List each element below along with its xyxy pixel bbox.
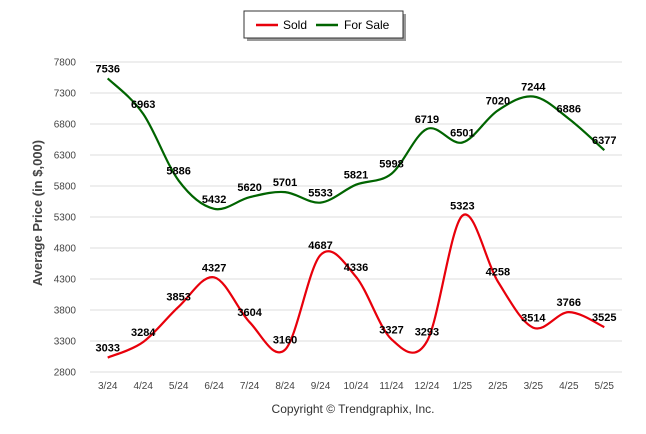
data-label-sold: 3033 bbox=[95, 343, 119, 355]
x-tick-label: 10/24 bbox=[343, 381, 368, 392]
data-label-for-sale: 6719 bbox=[415, 114, 439, 126]
data-label-for-sale: 5886 bbox=[166, 166, 190, 178]
y-tick-label: 7300 bbox=[54, 89, 77, 100]
grid-lines bbox=[90, 61, 622, 373]
data-label-sold: 3293 bbox=[415, 326, 439, 338]
data-label-for-sale: 6963 bbox=[131, 99, 155, 111]
x-tick-label: 3/25 bbox=[524, 381, 544, 392]
series-line-for-sale bbox=[106, 77, 606, 211]
x-tick-label: 6/24 bbox=[204, 381, 224, 392]
y-tick-label: 4300 bbox=[54, 275, 77, 286]
y-tick-label: 6800 bbox=[54, 120, 77, 131]
data-label-for-sale: 5533 bbox=[308, 188, 332, 200]
data-label-for-sale: 6501 bbox=[450, 128, 474, 140]
x-tick-label: 12/24 bbox=[414, 381, 439, 392]
y-tick-label: 5300 bbox=[54, 213, 77, 224]
data-label-sold: 4258 bbox=[486, 267, 510, 279]
data-label-sold: 3284 bbox=[131, 327, 156, 339]
y-tick-label: 6300 bbox=[54, 151, 77, 162]
data-label-for-sale: 7020 bbox=[486, 95, 510, 107]
y-tick-label: 2800 bbox=[54, 368, 77, 379]
data-label-sold: 3853 bbox=[166, 292, 190, 304]
x-tick-label: 5/24 bbox=[169, 381, 189, 392]
data-label-for-sale: 5701 bbox=[273, 177, 297, 189]
x-tick-label: 5/25 bbox=[595, 381, 615, 392]
y-axis-ticks: 2800 3300 3800 4300 4800 5300 5800 6300 6800 7300… bbox=[54, 58, 77, 379]
data-label-for-sale: 7244 bbox=[521, 81, 546, 93]
data-label-sold: 3327 bbox=[379, 324, 403, 336]
data-label-for-sale: 5620 bbox=[237, 182, 261, 194]
y-tick-label: 3800 bbox=[54, 306, 77, 317]
y-tick-label: 3300 bbox=[54, 337, 77, 348]
x-tick-label: 3/24 bbox=[98, 381, 118, 392]
y-tick-label: 7800 bbox=[54, 58, 77, 69]
y-axis-label: Average Price (in $,000) bbox=[30, 140, 45, 286]
series-lines bbox=[106, 77, 606, 359]
data-label-sold: 3525 bbox=[592, 312, 616, 324]
series-line-sold bbox=[107, 213, 605, 359]
x-tick-label: 2/25 bbox=[488, 381, 508, 392]
data-label-for-sale: 5821 bbox=[344, 170, 368, 182]
data-label-sold: 3766 bbox=[557, 297, 581, 309]
data-label-sold: 4687 bbox=[308, 240, 332, 252]
x-tick-label: 1/25 bbox=[453, 381, 473, 392]
data-label-for-sale: 6886 bbox=[557, 104, 581, 116]
legend-label-for-sale: For Sale bbox=[344, 18, 390, 32]
x-axis-ticks: 3/24 4/24 5/24 6/24 7/24 8/24 9/24 10/24 11/24 12… bbox=[98, 381, 614, 392]
data-label-for-sale: 5998 bbox=[379, 159, 403, 171]
x-tick-label: 8/24 bbox=[275, 381, 295, 392]
data-label-for-sale: 5432 bbox=[202, 194, 226, 206]
legend-label-sold: Sold bbox=[283, 18, 307, 32]
data-label-for-sale: 7536 bbox=[95, 63, 119, 75]
data-label-sold: 3160 bbox=[273, 335, 297, 347]
x-tick-label: 7/24 bbox=[240, 381, 260, 392]
x-tick-label: 4/24 bbox=[133, 381, 153, 392]
data-label-sold: 3604 bbox=[237, 307, 262, 319]
data-label-for-sale: 6377 bbox=[592, 135, 616, 147]
x-tick-label: 9/24 bbox=[311, 381, 331, 392]
data-label-sold: 5323 bbox=[450, 201, 474, 213]
legend: Sold For Sale bbox=[243, 10, 406, 41]
data-label-sold: 4336 bbox=[344, 262, 368, 274]
data-label-sold: 4327 bbox=[202, 262, 226, 274]
y-tick-label: 5800 bbox=[54, 182, 77, 193]
y-tick-label: 4800 bbox=[54, 244, 77, 255]
data-labels: 3033 3284 3853 4327 3604 3160 4687 4336 3327 3293… bbox=[95, 63, 616, 354]
data-label-sold: 3514 bbox=[521, 313, 546, 325]
x-tick-label: 11/24 bbox=[379, 381, 404, 392]
copyright-text: Copyright © Trendgraphix, Inc. bbox=[272, 402, 435, 416]
x-tick-label: 4/25 bbox=[559, 381, 579, 392]
